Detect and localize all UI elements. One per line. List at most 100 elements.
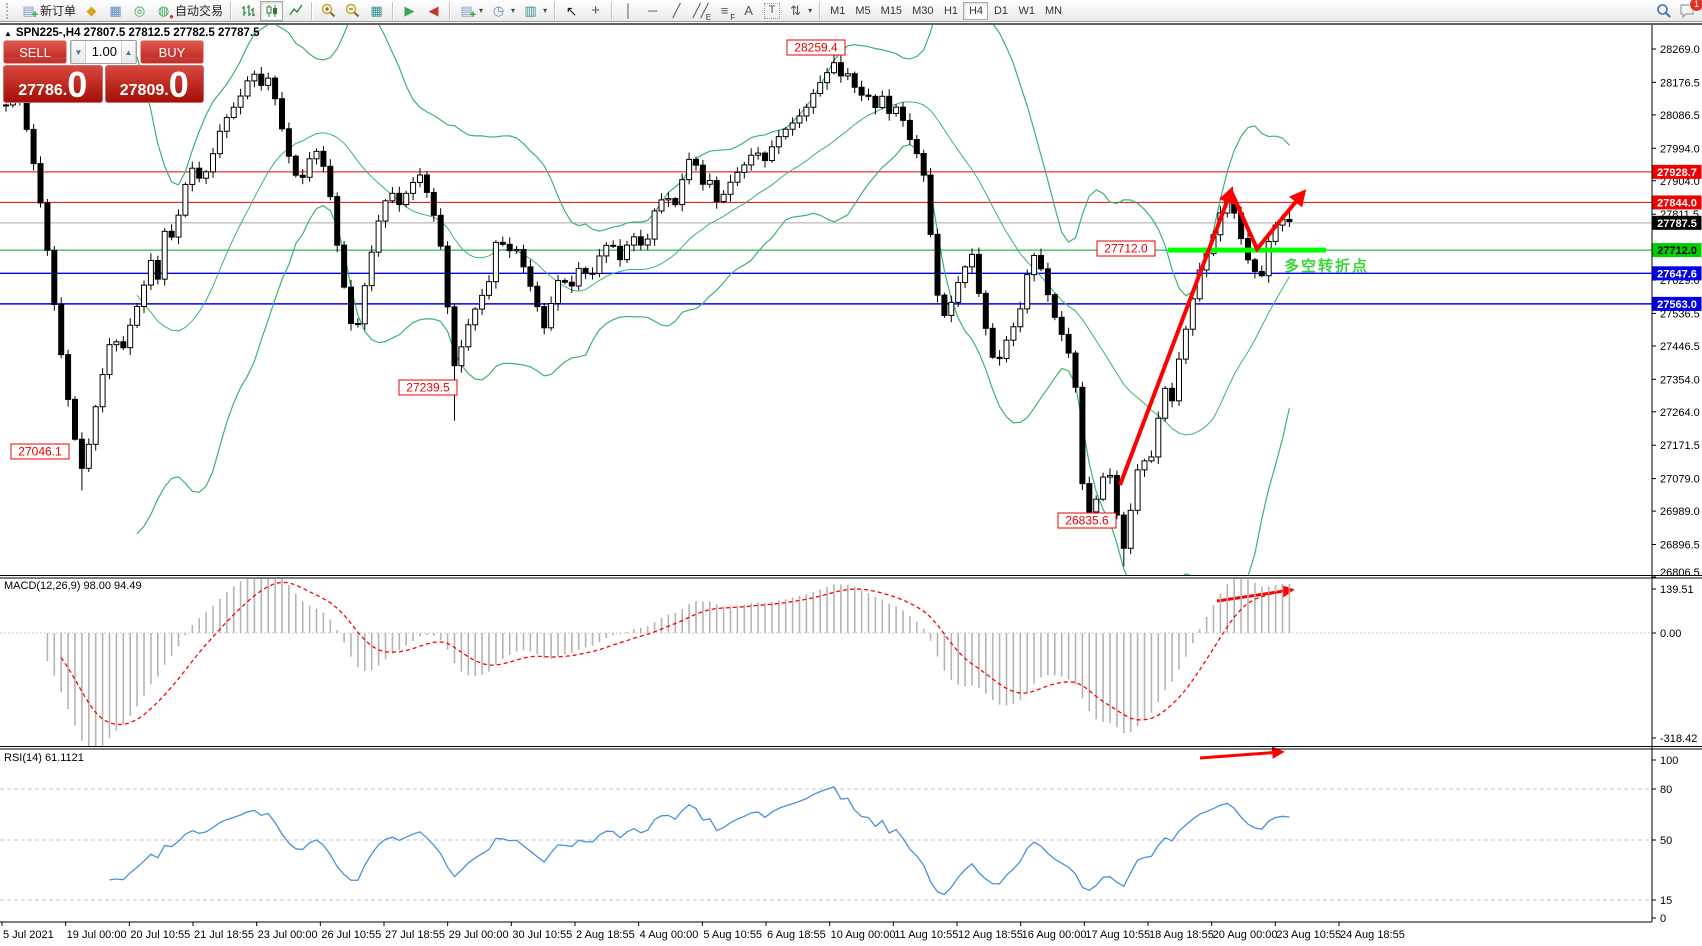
price-label-box[interactable]: 28259.4 bbox=[786, 39, 846, 56]
candle-body bbox=[313, 150, 320, 160]
vertical-line-button[interactable]: │ bbox=[617, 1, 640, 21]
price-label-box[interactable]: 27712.0 bbox=[1096, 240, 1156, 257]
chat-button[interactable]: 1 bbox=[1676, 0, 1702, 21]
svg-text:26896.5: 26896.5 bbox=[1660, 539, 1700, 551]
trend-arrow-4[interactable] bbox=[1199, 746, 1285, 760]
candle-body bbox=[30, 128, 37, 165]
candle-body bbox=[230, 106, 237, 119]
buy-button[interactable]: BUY bbox=[140, 40, 204, 64]
candle-body bbox=[624, 244, 630, 261]
candle-body bbox=[92, 406, 99, 445]
candle-body bbox=[713, 180, 720, 203]
fibonacci-icon: ≡ F bbox=[716, 2, 735, 22]
candle-body bbox=[403, 192, 410, 206]
toolbar-grip[interactable] bbox=[6, 2, 13, 19]
templates-button[interactable]: ▥ ▾ bbox=[519, 1, 550, 21]
cursor-button[interactable]: ↖ bbox=[560, 1, 583, 21]
price-label-box[interactable]: 26835.6 bbox=[1057, 512, 1117, 529]
candle-body bbox=[658, 199, 665, 212]
note-text[interactable]: 多空转折点 bbox=[1284, 257, 1369, 275]
timeframe-d1[interactable]: D1 bbox=[988, 2, 1013, 20]
chart-shift-button[interactable]: ◀ bbox=[422, 1, 445, 21]
chart-shift-icon: ◀ bbox=[428, 3, 439, 18]
new-order-icon: ▤ + bbox=[20, 2, 38, 21]
price-label-box[interactable]: 27239.5 bbox=[398, 379, 458, 396]
bb-lower bbox=[136, 144, 1290, 575]
zoom-out-button[interactable] bbox=[341, 1, 364, 21]
candle-body bbox=[837, 62, 844, 77]
periods-button[interactable]: ◷ ▾ bbox=[487, 1, 518, 21]
volume-value[interactable]: 1.00 bbox=[91, 44, 117, 59]
timeframe-h4[interactable]: H4 bbox=[963, 2, 989, 20]
buy-price[interactable]: 27809. 0 bbox=[104, 65, 204, 103]
trend-arrow-2[interactable] bbox=[1229, 189, 1307, 253]
sell-button[interactable]: SELL bbox=[3, 40, 67, 64]
timeframe-m5[interactable]: M5 bbox=[850, 2, 875, 20]
candle-body bbox=[1093, 498, 1100, 513]
timeframe-m1[interactable]: M1 bbox=[825, 2, 850, 20]
price-label-box[interactable]: 27046.1 bbox=[10, 443, 70, 460]
support-highlight-bar[interactable] bbox=[1168, 247, 1326, 253]
volume-increase-button[interactable]: ▲ bbox=[121, 41, 136, 63]
candle-body bbox=[831, 62, 837, 74]
crosshair-button[interactable]: + bbox=[584, 1, 607, 21]
fibonacci-button[interactable]: ≡ F bbox=[713, 1, 736, 22]
sell-price[interactable]: 27786. 0 bbox=[3, 65, 103, 103]
candle-body bbox=[292, 155, 299, 176]
candle-body bbox=[499, 241, 506, 245]
indicators-button[interactable]: ▤ + ▾ bbox=[455, 1, 486, 21]
signals-button[interactable]: ◎ bbox=[128, 1, 151, 21]
equidistant-channel-button[interactable]: ╱╱ E bbox=[689, 1, 712, 22]
volume-decrease-button[interactable]: ▼ bbox=[71, 41, 86, 63]
candle-body bbox=[803, 106, 810, 117]
timeframe-w1[interactable]: W1 bbox=[1013, 2, 1040, 20]
candle-body bbox=[472, 308, 479, 326]
search-button[interactable] bbox=[1652, 1, 1675, 21]
candle-body bbox=[3, 104, 9, 107]
zoom-in-button[interactable] bbox=[317, 1, 340, 21]
auto-scroll-button[interactable]: ▶ bbox=[398, 1, 421, 21]
timeframe-m30[interactable]: M30 bbox=[907, 2, 938, 20]
timeframe-m15[interactable]: M15 bbox=[876, 2, 907, 20]
time-axis-label: 26 Jul 10:55 bbox=[321, 929, 381, 941]
candle-body bbox=[1120, 514, 1127, 549]
candle-body bbox=[1189, 298, 1196, 330]
candlestick-chart-button[interactable] bbox=[260, 0, 284, 21]
bar-chart-button[interactable] bbox=[236, 1, 259, 21]
autotrading-button[interactable]: ◍ ● 自动交易 bbox=[152, 1, 226, 21]
candle-body bbox=[244, 80, 251, 97]
doc-glyph: ▤ bbox=[22, 3, 35, 18]
candle-body bbox=[348, 286, 354, 325]
candle-body bbox=[113, 341, 120, 346]
tile-windows-button[interactable]: ▦ bbox=[365, 1, 388, 21]
new-order-button[interactable]: ▤ + 新订单 bbox=[17, 1, 79, 21]
candle-body bbox=[451, 306, 458, 367]
candle-body bbox=[341, 244, 348, 288]
timeframe-h1[interactable]: H1 bbox=[938, 2, 963, 20]
candle-body bbox=[1003, 339, 1010, 360]
candle-body bbox=[182, 183, 189, 216]
zoom-out-icon bbox=[344, 2, 361, 19]
gold-button[interactable]: ◆ bbox=[80, 1, 103, 21]
horizontal-line-button[interactable]: ─ bbox=[641, 1, 664, 21]
svg-text:27264.0: 27264.0 bbox=[1660, 407, 1700, 419]
candle-body bbox=[920, 153, 927, 176]
annotation-arrows bbox=[1118, 186, 1307, 760]
candle-body bbox=[630, 236, 637, 246]
arrows-button[interactable]: ⇅ ▾ bbox=[784, 1, 815, 21]
candle-body bbox=[258, 73, 265, 86]
timeframe-mn[interactable]: MN bbox=[1040, 2, 1067, 20]
window-edge bbox=[0, 23, 1702, 25]
trend-arrow-1[interactable] bbox=[1118, 186, 1235, 486]
text-button[interactable]: A bbox=[737, 1, 760, 21]
candle-body bbox=[1265, 240, 1272, 277]
candle-body bbox=[810, 93, 817, 108]
one-click-toggle-icon[interactable]: ▲ bbox=[4, 28, 12, 38]
text-label-button[interactable]: T bbox=[761, 1, 783, 21]
candle-body bbox=[1176, 358, 1182, 402]
chart-window-button[interactable]: ▦ bbox=[104, 1, 127, 21]
line-chart-button[interactable] bbox=[284, 1, 307, 21]
trendline-button[interactable]: ╱ bbox=[665, 1, 688, 21]
sell-price-dot: . bbox=[62, 82, 68, 100]
